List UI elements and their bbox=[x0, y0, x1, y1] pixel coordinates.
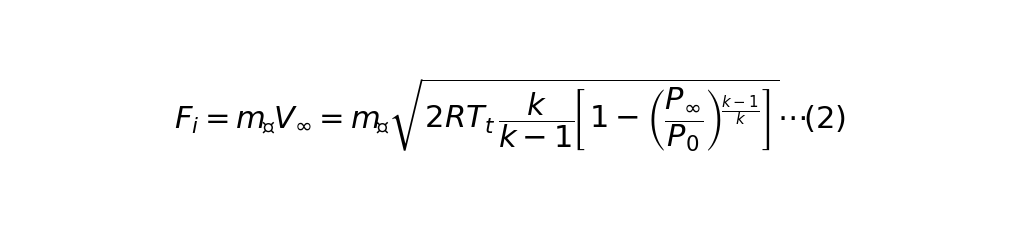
Text: $F_i = m_{\!\text{测}}V_{\infty} = m_{\!\text{测}}\sqrt{2RT_t \,\dfrac{k}{k-1}\!\l: $F_i = m_{\!\text{测}}V_{\infty} = m_{\!\… bbox=[173, 76, 846, 153]
